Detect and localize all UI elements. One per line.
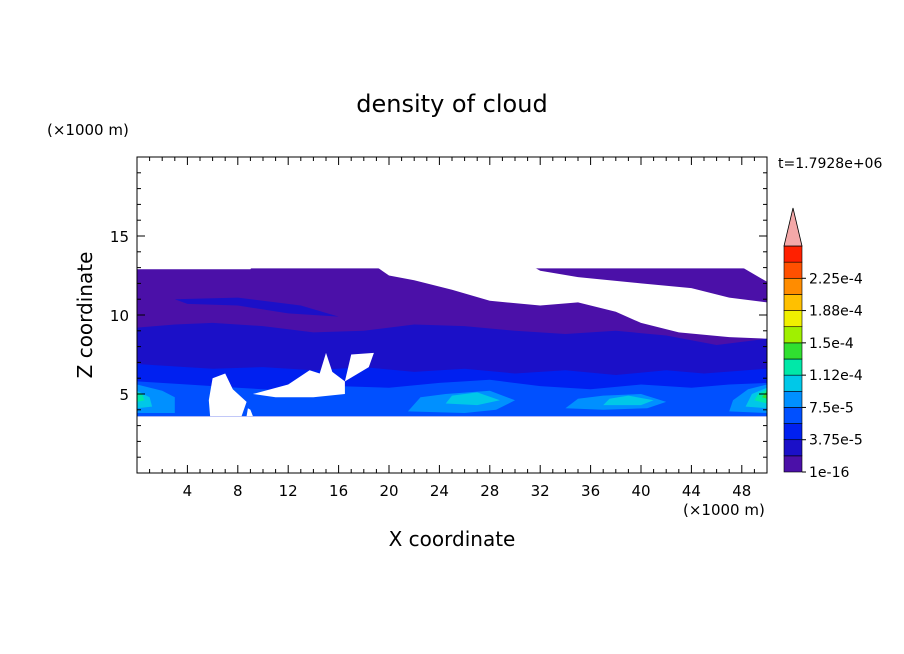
cloud-free-area-1 bbox=[246, 408, 253, 417]
colorbar-swatch bbox=[783, 261, 803, 279]
y-tick-label: 5 bbox=[119, 386, 129, 404]
contour-region-14 bbox=[445, 392, 500, 406]
x-tick-label: 36 bbox=[581, 482, 600, 500]
contour-fill-layer bbox=[137, 207, 767, 417]
x-tick-label: 40 bbox=[631, 482, 650, 500]
colorbar-swatch bbox=[783, 390, 803, 408]
colorbar-label: 7.5e-5 bbox=[809, 400, 854, 416]
x-tick-label: 24 bbox=[430, 482, 449, 500]
colorbar-swatch bbox=[783, 455, 803, 473]
cloud-free-layer bbox=[137, 157, 767, 417]
colorbar-label: 1.88e-4 bbox=[809, 304, 863, 320]
contour-region-15 bbox=[603, 395, 654, 406]
x-tick-label: 32 bbox=[531, 482, 550, 500]
colorbar-swatch bbox=[783, 245, 803, 263]
x-axis-title: X coordinate bbox=[389, 527, 516, 551]
colorbar-label: 3.75e-5 bbox=[809, 433, 863, 449]
colorbar-labels: 2.25e-4 1.88e-4 1.5e-4 1.12e-4 7.5e-5 3.75e-5… bbox=[802, 271, 863, 481]
contour-region-19 bbox=[762, 390, 767, 399]
colorbar-swatch bbox=[783, 310, 803, 328]
x-unit-label: (×1000 m) bbox=[683, 501, 765, 519]
colorbar-label: 1e-16 bbox=[809, 465, 849, 481]
colorbar bbox=[783, 207, 803, 473]
colorbar-swatch bbox=[783, 407, 803, 424]
contour-region-6 bbox=[174, 297, 339, 317]
x-tick-label: 48 bbox=[732, 482, 751, 500]
y-unit-label: (×1000 m) bbox=[47, 121, 129, 139]
x-tick-label: 28 bbox=[480, 482, 499, 500]
colorbar-swatch bbox=[783, 342, 803, 360]
colorbar-swatch bbox=[783, 326, 803, 344]
x-axis-ticks: 4 8 12 16 20 24 28 32 36 40 44 48 bbox=[149, 157, 755, 500]
colorbar-label: 2.25e-4 bbox=[809, 271, 863, 287]
chart-title: density of cloud bbox=[356, 90, 547, 118]
cloud-free-area-4 bbox=[137, 157, 767, 269]
colorbar-label: 1.12e-4 bbox=[809, 368, 863, 384]
colorbar-swatch bbox=[783, 439, 803, 457]
x-tick-label: 4 bbox=[183, 482, 193, 500]
x-tick-label: 20 bbox=[379, 482, 398, 500]
cloud-free-area-3 bbox=[344, 352, 374, 382]
time-label: t=1.7928e+06 bbox=[778, 156, 882, 172]
cloud-free-area-2 bbox=[252, 352, 345, 398]
x-tick-label: 8 bbox=[233, 482, 243, 500]
colorbar-swatch bbox=[783, 374, 803, 392]
y-tick-label: 10 bbox=[110, 307, 129, 325]
y-axis-title: Z coordinate bbox=[73, 252, 97, 379]
colorbar-swatch bbox=[783, 423, 803, 441]
colorbar-label: 1.5e-4 bbox=[809, 336, 854, 352]
y-axis-ticks: 5 10 15 bbox=[110, 172, 767, 458]
cloud-free-area-0 bbox=[208, 373, 247, 417]
colorbar-swatch bbox=[783, 277, 803, 295]
x-tick-label: 12 bbox=[279, 482, 298, 500]
colorbar-overflow-arrow bbox=[783, 207, 803, 247]
colorbar-swatch bbox=[783, 358, 803, 376]
x-tick-label: 44 bbox=[682, 482, 701, 500]
contour-region-17 bbox=[137, 392, 145, 402]
y-tick-label: 15 bbox=[110, 228, 129, 246]
colorbar-swatch bbox=[783, 294, 803, 311]
x-tick-label: 16 bbox=[329, 482, 348, 500]
contour-region-18 bbox=[754, 389, 767, 404]
